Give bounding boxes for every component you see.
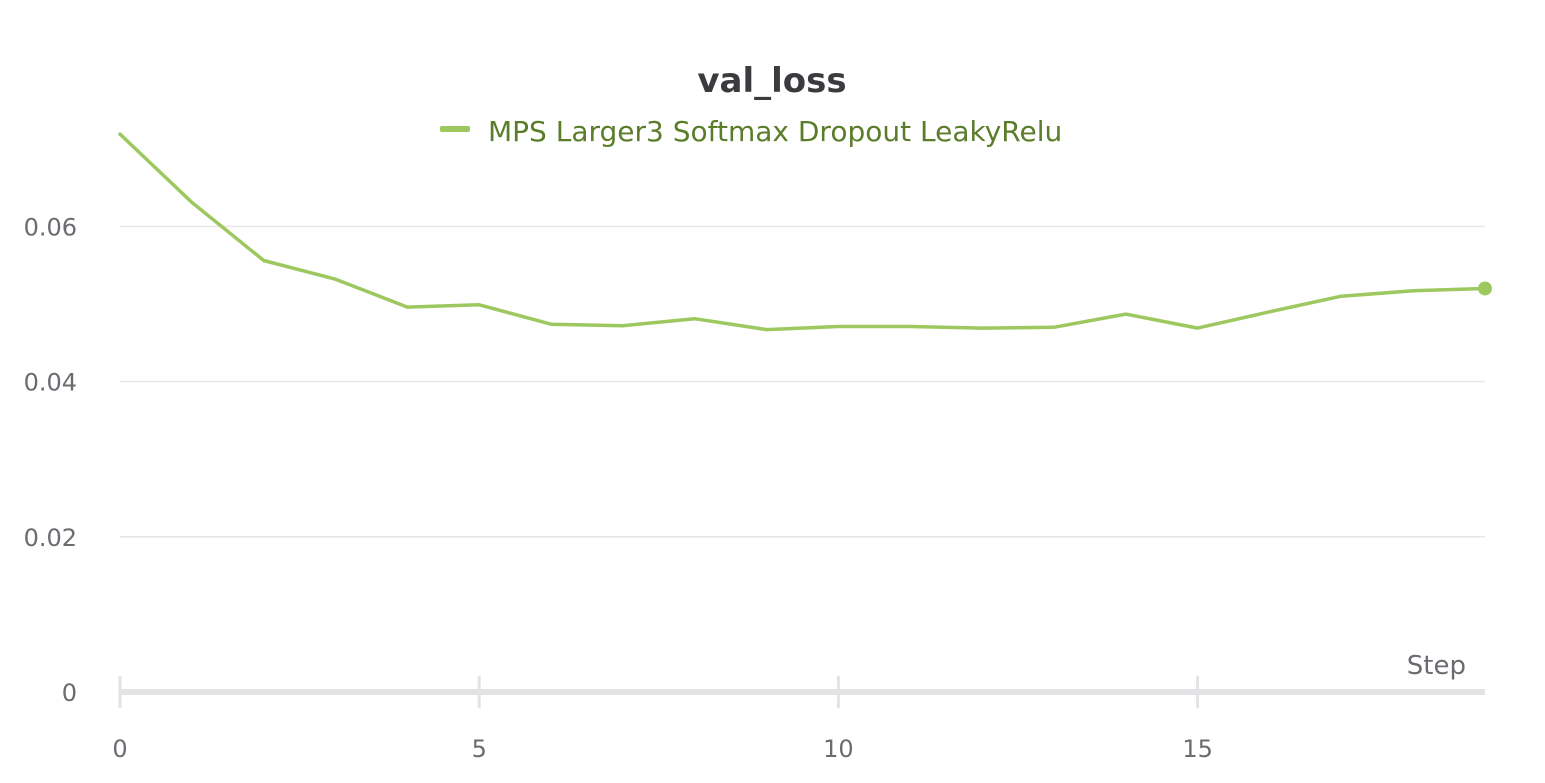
y-tick-label: 0.06 [24, 213, 77, 241]
x-tick-label: 5 [472, 735, 487, 763]
x-tick-label: 15 [1182, 735, 1213, 763]
legend-label: MPS Larger3 Softmax Dropout LeakyRelu [488, 115, 1062, 148]
y-tick-label: 0.02 [24, 524, 77, 552]
chart-title: val_loss [697, 61, 846, 101]
series-line [118, 132, 1487, 332]
series-layer [118, 132, 1492, 332]
y-axis: 0 0.02 0.04 0.06 [24, 213, 77, 707]
x-axis-label: Step [1407, 651, 1466, 681]
x-axis: 0 5 10 15 [112, 676, 1485, 763]
x-tick-label: 10 [823, 735, 854, 763]
legend: MPS Larger3 Softmax Dropout LeakyRelu [440, 115, 1062, 148]
y-tick-label: 0 [62, 679, 77, 707]
x-tick-label: 0 [112, 735, 127, 763]
series-end-point [1478, 281, 1492, 296]
grid [120, 225, 1485, 538]
legend-swatch [440, 126, 470, 132]
y-tick-label: 0.04 [24, 369, 77, 397]
